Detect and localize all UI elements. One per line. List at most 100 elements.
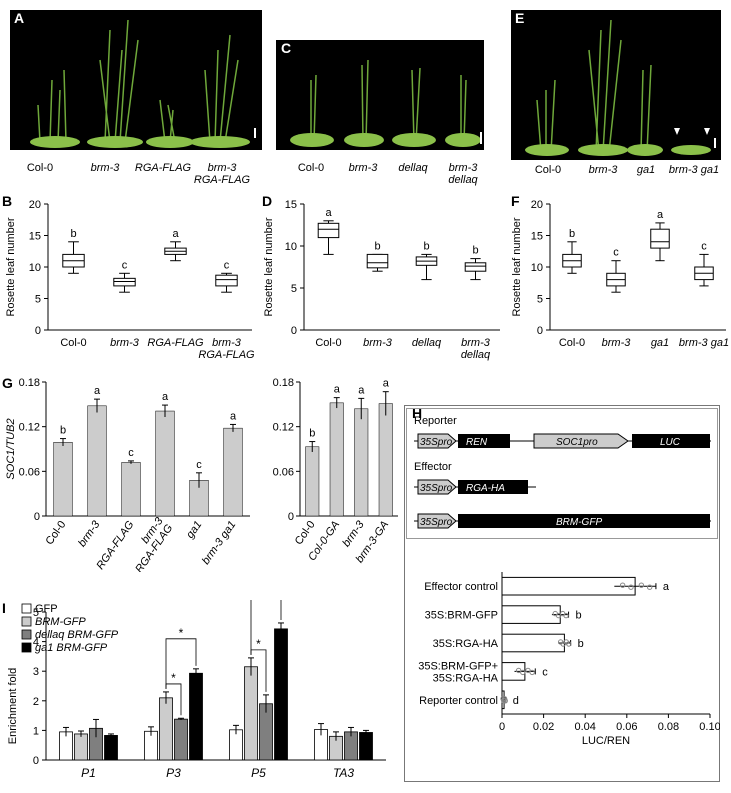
significance-letter: c xyxy=(224,259,230,271)
reporter-title: Reporter xyxy=(414,415,457,427)
genotype-label-a-4: brm-3 RGA-FLAG xyxy=(193,162,251,186)
significance-bracket xyxy=(165,638,197,689)
y-axis-label: SOC1/TUB2 xyxy=(5,418,17,479)
category-label: Col-0 xyxy=(559,337,585,349)
significance-letter: c xyxy=(128,447,134,459)
y-tick-label: 5 xyxy=(33,607,39,619)
significance-letter: a xyxy=(162,391,169,403)
bar xyxy=(121,462,141,517)
y-tick-label: 10 xyxy=(531,262,543,274)
promoter-arrow-effector-2 xyxy=(417,513,457,529)
genotype-label-e-4: brm-3 ga1 xyxy=(668,164,720,176)
data-point xyxy=(555,612,562,619)
panel-label-c: C xyxy=(281,40,292,56)
category-label: P3 xyxy=(166,766,181,780)
bar xyxy=(223,427,243,517)
photo-panel-a xyxy=(10,10,262,150)
brm-gfp-box xyxy=(458,514,710,528)
chart-g-right: 00.060.120.18bCol-0aCol-0-GAabrm-3abrm-3… xyxy=(273,377,398,565)
significance-letter: c xyxy=(122,259,128,271)
data-point xyxy=(515,667,522,674)
category-label: brm-3 dellaq xyxy=(461,337,491,361)
y-tick-label: 0.12 xyxy=(273,422,294,434)
x-tick-label: 0.02 xyxy=(533,721,554,733)
data-point xyxy=(646,584,653,590)
category-label: P1 xyxy=(81,766,96,780)
category-label: brm-3 xyxy=(110,337,140,349)
y-tick-label: 0.12 xyxy=(19,422,40,434)
significance-letter: b xyxy=(60,425,66,437)
panel-label-b: B xyxy=(2,193,13,209)
x-axis-label: LUC/REN xyxy=(582,735,630,747)
category-label: Reporter control xyxy=(419,695,498,707)
significance-letter: b xyxy=(70,228,76,240)
y-tick-label: 0.06 xyxy=(273,466,294,478)
genotype-label-a-3: RGA-FLAG xyxy=(134,162,192,174)
significance-letter: a xyxy=(358,384,365,396)
significance-letter: a xyxy=(325,207,332,219)
bar xyxy=(159,697,173,761)
y-tick-label: 0.18 xyxy=(19,377,40,389)
significance-star: * xyxy=(171,671,176,685)
y-tick-label: 0 xyxy=(33,755,39,767)
y-axis-label: Rosette leaf number xyxy=(5,217,17,316)
significance-letter: a xyxy=(334,384,341,396)
construct-diagram-frame xyxy=(406,408,718,539)
y-tick-label: 0 xyxy=(537,325,543,337)
effector-title: Effector xyxy=(414,461,452,473)
significance-letter: d xyxy=(513,695,519,707)
significance-letter: a xyxy=(94,385,101,397)
y-tick-label: 0.18 xyxy=(273,377,294,389)
legend-swatch xyxy=(21,603,32,614)
y-tick-label: 20 xyxy=(29,199,41,211)
y-tick-label: 5 xyxy=(537,294,543,306)
chart-f: 0 5 10 15 20 Rosette leaf number b Col-0 c brm-3 a… xyxy=(511,199,729,349)
box xyxy=(366,253,389,269)
data-point xyxy=(529,669,535,676)
rga-ha-label: RGA-HA xyxy=(466,483,505,494)
significance-bracket xyxy=(250,600,282,655)
y-tick-label: 15 xyxy=(29,231,41,243)
bar xyxy=(329,402,344,517)
y-tick-label: 10 xyxy=(285,241,297,253)
construct-diagram: Reporter 35Spro REN SOC1pro LUC Effector… xyxy=(414,415,711,529)
significance-letter: b xyxy=(423,240,429,252)
significance-letter: a xyxy=(663,581,670,593)
legend-label: GFP xyxy=(35,603,58,615)
significance-star: * xyxy=(256,637,261,651)
category-label: 35S:BRM-GFP+ 35S:RGA-HA xyxy=(418,660,498,684)
ren-label: REN xyxy=(466,437,488,448)
genotype-label-e-1: Col-0 xyxy=(534,164,562,176)
data-point xyxy=(638,582,645,588)
promoter-label-effector-1: 35Spro xyxy=(420,483,453,494)
y-axis-label: Rosette leaf number xyxy=(263,217,275,316)
bar xyxy=(378,403,393,517)
legend-label: dellaq BRM-GFP xyxy=(35,629,119,641)
bar xyxy=(229,729,243,761)
bar xyxy=(244,666,258,761)
y-tick-label: 1 xyxy=(33,725,39,737)
chart-d: 0 5 10 15 Rosette leaf number a Col-0 b brm-3 b de… xyxy=(263,199,500,361)
y-tick-label: 3 xyxy=(33,666,39,678)
significance-star: * xyxy=(179,626,184,640)
y-tick-label: 0 xyxy=(35,325,41,337)
legend-swatch xyxy=(21,642,32,653)
panel-label-i: I xyxy=(2,600,6,616)
soc1pro-label: SOC1pro xyxy=(556,437,598,448)
legend-swatch xyxy=(21,629,32,640)
bar xyxy=(74,733,88,761)
luc-box xyxy=(632,434,710,448)
category-label: 35S:BRM-GFP xyxy=(425,610,498,622)
panel-label-e: E xyxy=(515,10,525,26)
bar xyxy=(501,605,561,624)
significance-letter: c xyxy=(542,666,548,678)
bar xyxy=(174,718,188,761)
data-point xyxy=(563,612,569,619)
bar xyxy=(87,405,107,517)
bar xyxy=(359,732,373,761)
category-label: brm-3 xyxy=(76,518,103,549)
category-label: 35S:RGA-HA xyxy=(433,638,499,650)
x-tick-label: 0.10 xyxy=(699,721,720,733)
